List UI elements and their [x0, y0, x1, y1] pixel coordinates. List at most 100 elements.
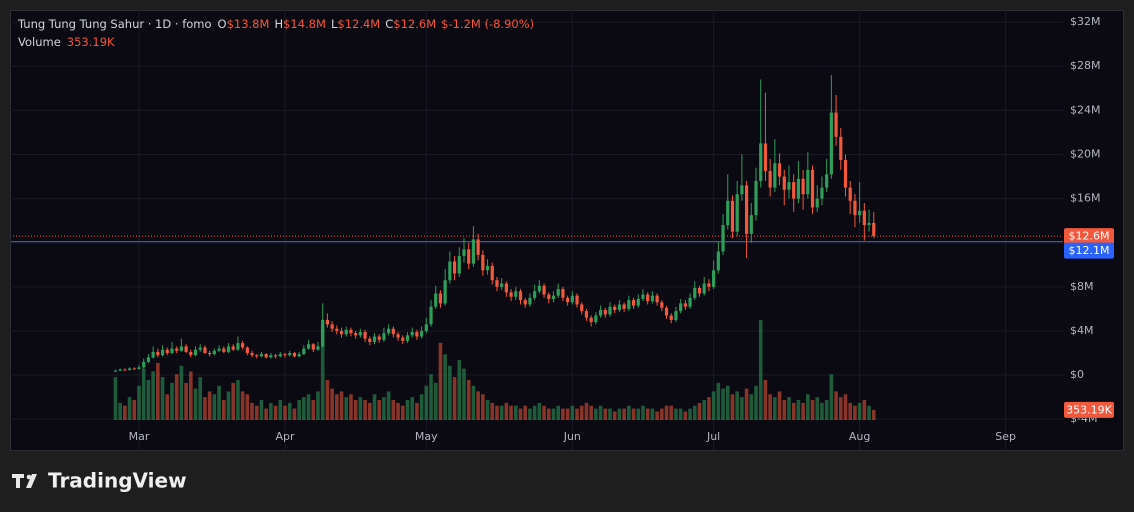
volume-bar — [320, 325, 325, 420]
candle-body — [283, 354, 287, 356]
candle-body — [123, 369, 127, 371]
candle-body — [170, 348, 174, 354]
candle-body — [810, 169, 815, 208]
candle-body — [839, 136, 843, 160]
volume-badge-bg — [1064, 401, 1114, 418]
candle-body — [631, 300, 636, 306]
candle-body — [518, 291, 523, 301]
candle-body — [255, 355, 259, 357]
volume-bar — [316, 391, 320, 420]
candle-body — [297, 354, 301, 357]
candle-body — [594, 315, 598, 323]
candle-body — [707, 283, 711, 287]
volume-bar — [730, 394, 735, 420]
candle-body — [716, 251, 720, 271]
candle-body — [306, 344, 311, 349]
volume-bar — [763, 380, 768, 420]
volume-bar — [820, 402, 824, 420]
candle-body — [636, 298, 640, 306]
candle-body — [566, 297, 570, 303]
volume-bar — [278, 400, 283, 420]
volume-bar — [302, 397, 306, 420]
candle-body — [843, 159, 848, 188]
candle-body — [853, 200, 857, 216]
y-tick-label: $20M — [1070, 147, 1101, 160]
volume-bar — [495, 405, 499, 420]
volume-bar — [330, 388, 334, 420]
candle-body — [335, 328, 339, 331]
candle-body — [156, 351, 160, 356]
candle-body — [834, 112, 838, 137]
candle-body — [273, 355, 278, 357]
last-price-badge: $12.6M — [1069, 230, 1110, 243]
volume-bar — [405, 400, 410, 420]
volume-bar — [306, 394, 311, 420]
candle-body — [292, 353, 297, 357]
volume-bar — [127, 397, 132, 420]
candle-body — [372, 336, 377, 342]
candle-body — [773, 163, 777, 188]
candle-body — [580, 304, 584, 312]
volume-bar — [212, 394, 217, 420]
x-tick-label: Sep — [995, 430, 1016, 443]
candle-body — [735, 194, 739, 232]
volume-bar — [867, 405, 871, 420]
candle-body — [490, 265, 494, 281]
volume-bar — [815, 397, 820, 420]
candle-body — [872, 222, 876, 237]
candle-body — [415, 332, 419, 337]
candle-body — [721, 225, 725, 252]
candle-body — [862, 210, 866, 226]
volume-bar — [777, 391, 782, 420]
volume-bar — [113, 377, 118, 420]
volume-bar — [810, 400, 815, 420]
candle-body — [787, 182, 791, 190]
volume-bar — [391, 400, 396, 420]
volume-bar — [160, 377, 165, 420]
candle-body — [311, 344, 315, 350]
volume-bar — [622, 408, 626, 420]
candle-body — [443, 280, 447, 304]
candle-body — [325, 319, 329, 325]
candle-body — [118, 369, 122, 371]
candle-body — [264, 354, 268, 358]
logo-dot — [26, 474, 32, 480]
ohlc-value: $14.8M — [283, 17, 326, 31]
volume-bar — [664, 405, 669, 420]
candle-body — [660, 302, 664, 308]
volume-bar — [669, 405, 674, 420]
x-tick-label: Jul — [706, 430, 720, 443]
candle-body — [542, 285, 546, 295]
candle-body — [448, 261, 452, 281]
candle-body — [358, 332, 362, 336]
axes: $-4M$0$4M$8M$12M$16M$20M$24M$28M$32MMarA… — [129, 15, 1114, 443]
candle-body — [457, 255, 461, 274]
candle-body — [641, 294, 645, 299]
volume-bar — [462, 368, 466, 420]
volume-bar — [452, 377, 457, 420]
candle-body — [363, 332, 367, 339]
volume-bar — [485, 400, 490, 420]
candle-body — [613, 306, 617, 310]
volume-bar — [363, 400, 367, 420]
candle-body — [547, 294, 551, 299]
candle-body — [537, 285, 541, 292]
volume-bar — [838, 397, 843, 420]
volume-bar — [457, 360, 462, 420]
x-tick-label: Apr — [275, 430, 295, 443]
candle-body — [278, 354, 282, 357]
volume-bar — [504, 402, 509, 420]
volume-bar — [824, 400, 829, 420]
ohlc-key: L — [331, 17, 338, 31]
volume-bar — [386, 391, 391, 420]
candle-body — [245, 347, 249, 354]
volume-bar — [151, 371, 155, 420]
candle-body — [236, 343, 240, 350]
reference-badge: $12.1M — [1069, 244, 1110, 257]
volume-bar — [424, 385, 429, 420]
volume-bar — [579, 405, 584, 420]
candle-body — [655, 295, 659, 303]
candle-body — [288, 353, 292, 356]
volume-bar — [645, 408, 650, 420]
volume-bar — [631, 408, 636, 420]
